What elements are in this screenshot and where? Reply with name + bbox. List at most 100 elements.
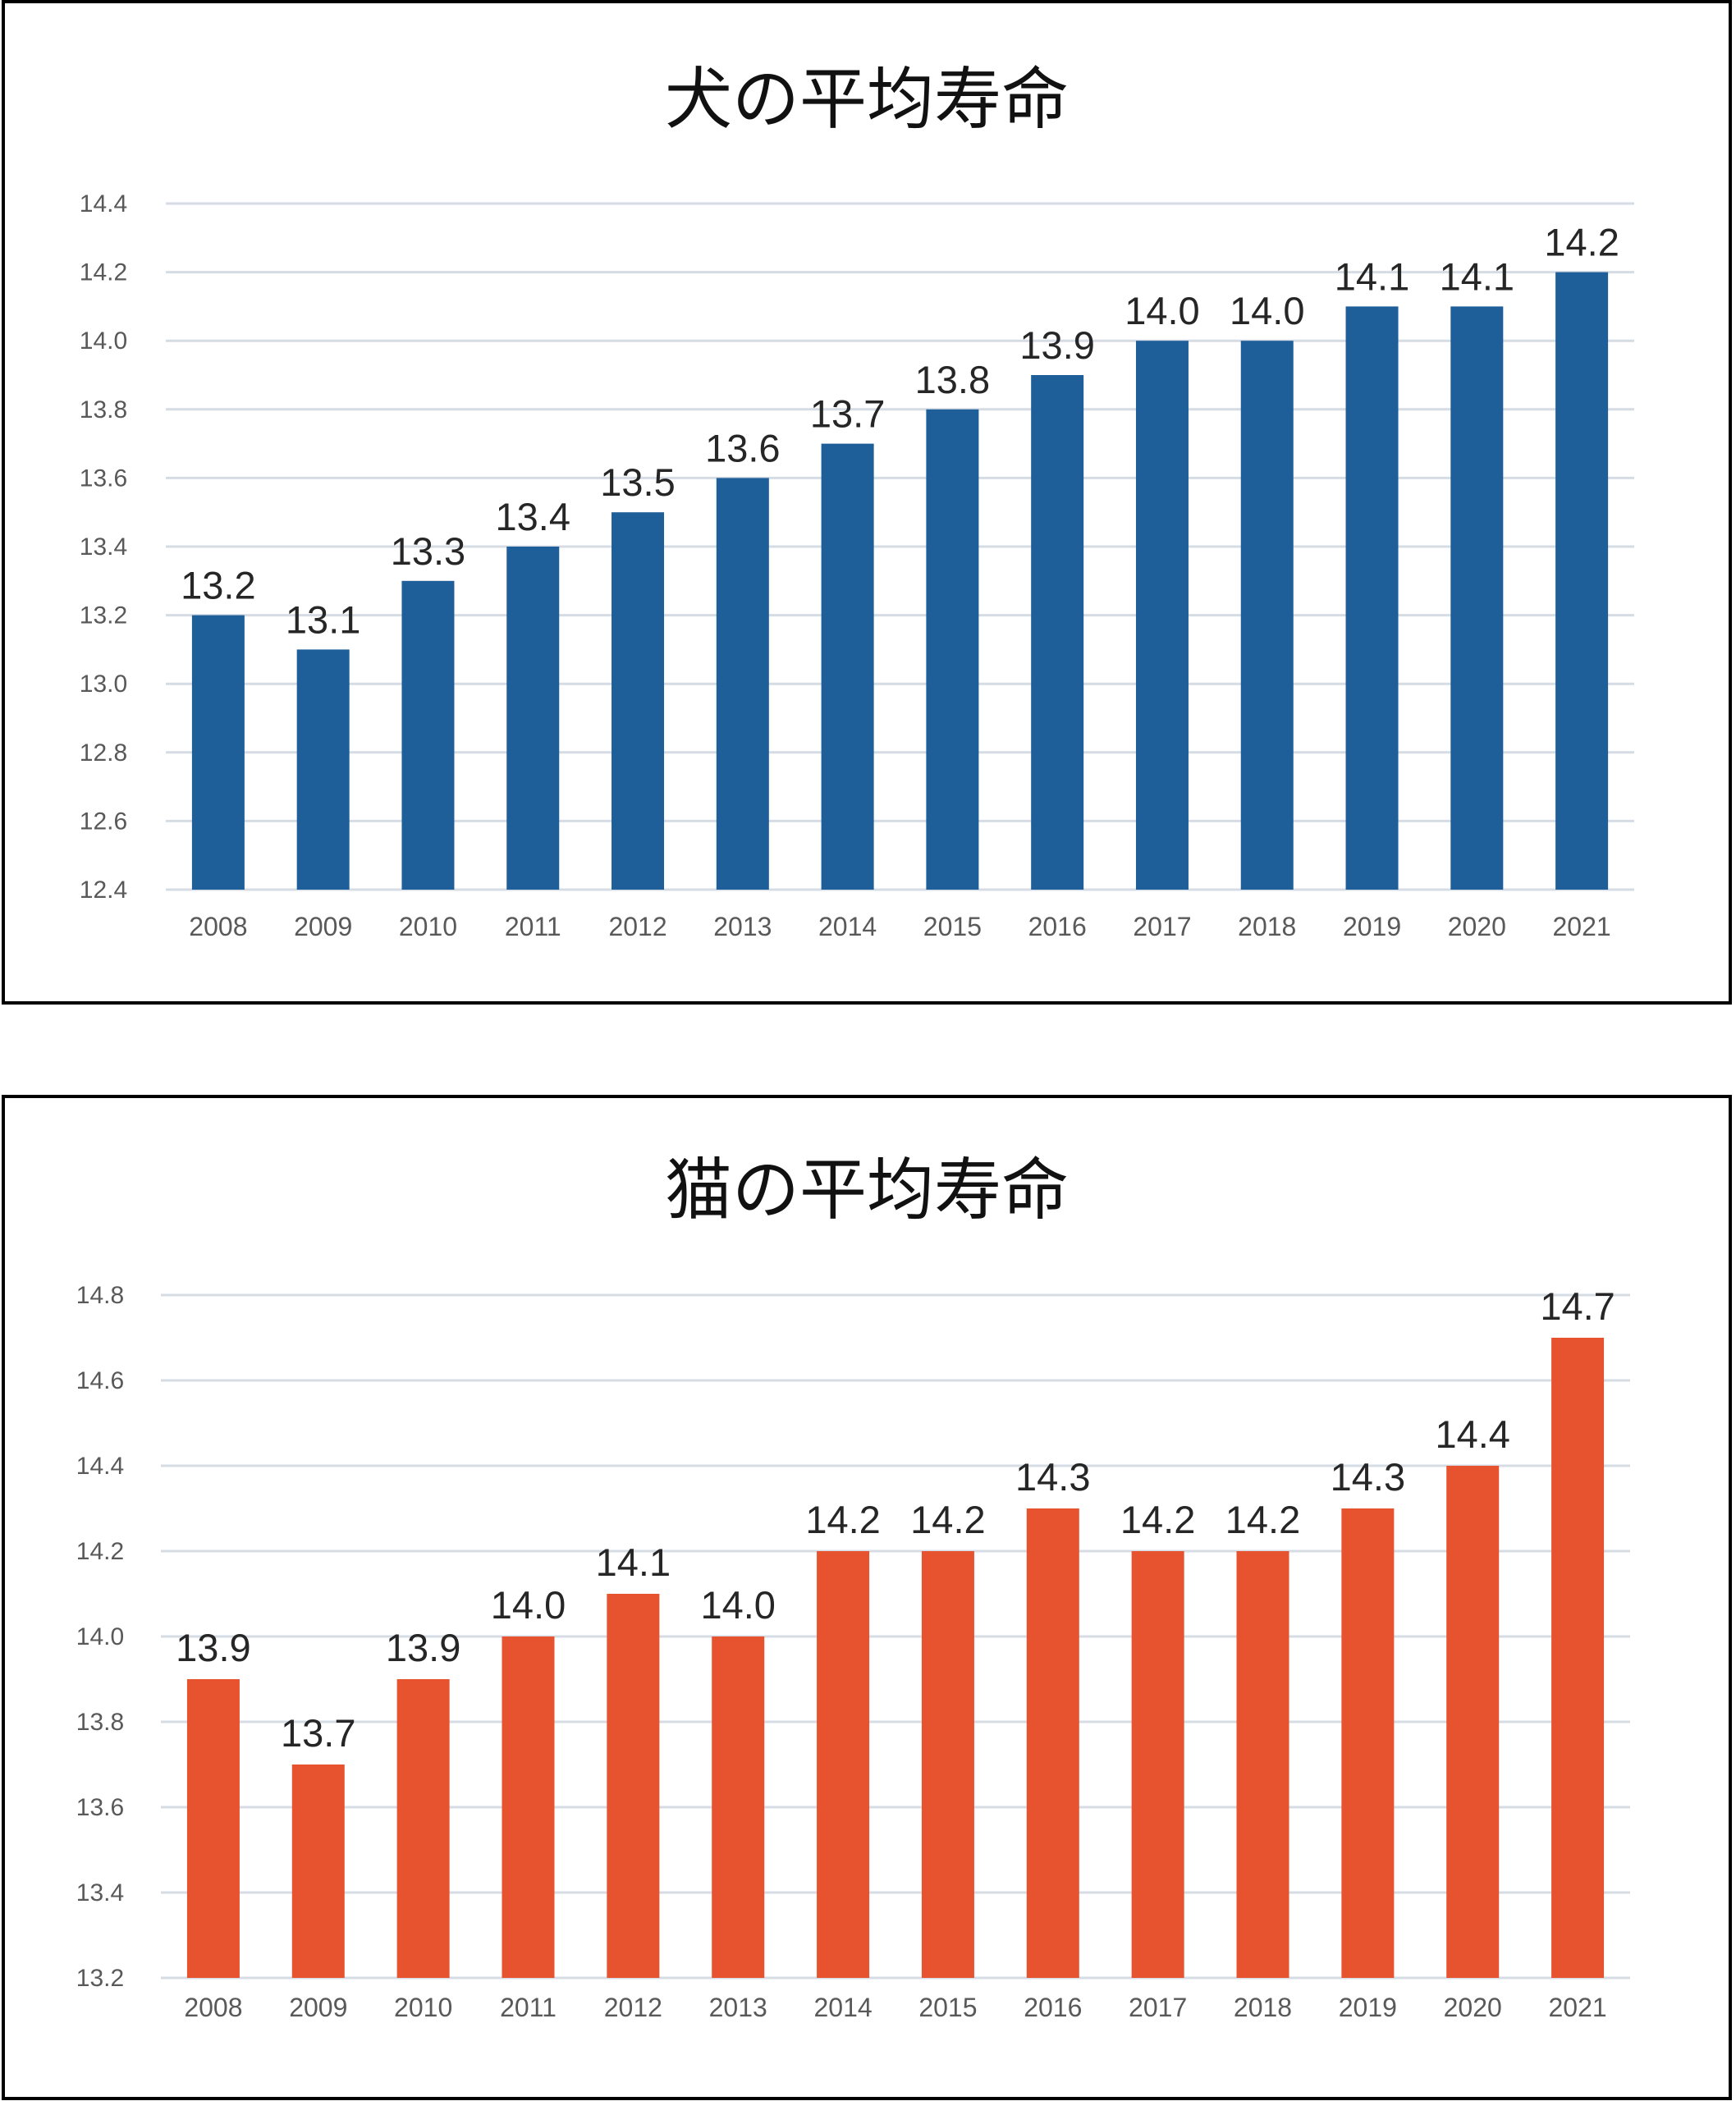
bar [191,615,245,890]
bar [712,1636,765,1978]
data-label: 13.2 [181,564,255,607]
bar [502,1636,555,1978]
data-label: 14.1 [1335,254,1409,298]
y-tick-label: 13.4 [76,1879,124,1906]
x-tick-label: 2017 [1133,912,1191,941]
bar [396,1679,450,1978]
data-label: 13.9 [176,1626,250,1669]
y-tick-label: 13.4 [80,533,127,561]
cat-lifespan-chart-panel: 猫の平均寿命 13.2 13.4 13.6 13.8 14.0 14.2 14.4 14.6 1… [2,1095,1732,2100]
x-tick-label: 2008 [189,912,247,941]
bar [401,580,455,890]
y-tick-label: 14.0 [76,1623,124,1650]
bar [716,478,769,890]
x-tick-label: 2018 [1234,1993,1292,2022]
x-tick-label: 2014 [813,1993,872,2022]
data-label: 13.4 [496,495,570,538]
x-tick-label: 2015 [918,1993,977,2022]
bar [921,1551,974,1978]
bar [1450,306,1504,890]
data-label: 13.6 [705,426,780,469]
bar [1135,341,1189,890]
data-label: 13.9 [1019,323,1094,367]
bar [1131,1551,1184,1978]
x-tick-label: 2012 [604,1993,662,2022]
x-tick-label: 2009 [294,912,352,941]
x-tick-label: 2019 [1343,912,1401,941]
bar [607,1594,660,1978]
y-tick-label: 13.6 [76,1794,124,1821]
x-tick-label: 2008 [184,1993,242,2022]
data-label: 14.0 [1125,289,1199,332]
data-label: 14.2 [910,1498,985,1541]
x-tick-label: 2011 [505,912,561,941]
bar [1031,375,1084,890]
bar [291,1765,345,1978]
x-tick-label: 2011 [500,1993,557,2022]
y-tick-label: 13.8 [80,396,127,423]
y-tick-label: 12.6 [80,808,127,835]
x-tick-label: 2010 [394,1993,452,2022]
data-label: 14.2 [805,1498,880,1541]
bar [1026,1508,1079,1978]
bar [1341,1508,1395,1978]
bar [611,512,665,890]
bar [1551,1338,1605,1978]
cat-lifespan-chart: 猫の平均寿命 13.2 13.4 13.6 13.8 14.0 14.2 14.4 14.6 1… [76,1151,1630,2022]
x-tick-label: 2017 [1129,1993,1187,2022]
data-label: 14.3 [1015,1455,1090,1499]
y-tick-label: 14.2 [76,1538,124,1565]
dog-lifespan-chart: 犬の平均寿命 12.4 12.6 12.8 13.0 13.2 13.4 13.6 13.8 1… [80,61,1634,941]
data-label: 14.0 [1230,289,1304,332]
bar [1345,306,1399,890]
data-label: 13.3 [391,529,465,573]
chart-title: 猫の平均寿命 [665,1151,1069,1229]
x-tick-label: 2016 [1028,912,1087,941]
bar [506,547,560,890]
x-tick-label: 2009 [289,1993,347,2022]
bar [186,1679,240,1978]
data-label: 13.8 [915,358,990,401]
data-label: 14.1 [596,1540,671,1584]
y-tick-label: 13.2 [76,1965,124,1992]
y-tick-label: 13.2 [80,602,127,629]
y-tick-label: 14.4 [76,1453,124,1480]
x-tick-label: 2014 [818,912,877,941]
x-tick-label: 2021 [1553,912,1611,941]
y-tick-label: 13.0 [80,671,127,698]
chart-title: 犬の平均寿命 [665,61,1069,139]
x-tick-label: 2020 [1448,912,1506,941]
data-label: 13.7 [810,392,885,436]
x-tick-label: 2015 [923,912,982,941]
bar [817,1551,870,1978]
bar [1555,272,1609,890]
y-tick-label: 12.8 [80,739,127,767]
y-tick-label: 13.6 [80,465,127,492]
y-tick-label: 12.4 [80,877,127,904]
bar [296,649,350,890]
data-label: 14.2 [1544,221,1619,264]
data-label: 14.2 [1120,1498,1195,1541]
x-tick-label: 2019 [1339,1993,1397,2022]
bar [926,409,979,890]
data-label: 14.1 [1440,254,1514,298]
y-tick-label: 13.8 [76,1709,124,1736]
data-label: 13.1 [286,597,360,641]
dog-lifespan-chart-panel: 犬の平均寿命 12.4 12.6 12.8 13.0 13.2 13.4 13.6 13.8 1… [2,0,1732,1005]
data-label: 14.4 [1435,1412,1509,1456]
data-label: 13.7 [281,1711,355,1755]
bar [1236,1551,1289,1978]
x-tick-label: 2013 [713,912,772,941]
data-label: 14.2 [1225,1498,1300,1541]
x-tick-label: 2018 [1238,912,1296,941]
x-tick-label: 2020 [1444,1993,1502,2022]
x-tick-label: 2010 [399,912,457,941]
y-tick-label: 14.2 [80,259,127,286]
x-tick-label: 2016 [1024,1993,1082,2022]
y-tick-label: 14.8 [76,1282,124,1309]
data-label: 14.3 [1331,1455,1405,1499]
bar [1240,341,1294,890]
x-tick-label: 2013 [709,1993,767,2022]
bar [1446,1466,1500,1978]
y-tick-label: 14.0 [80,327,127,355]
